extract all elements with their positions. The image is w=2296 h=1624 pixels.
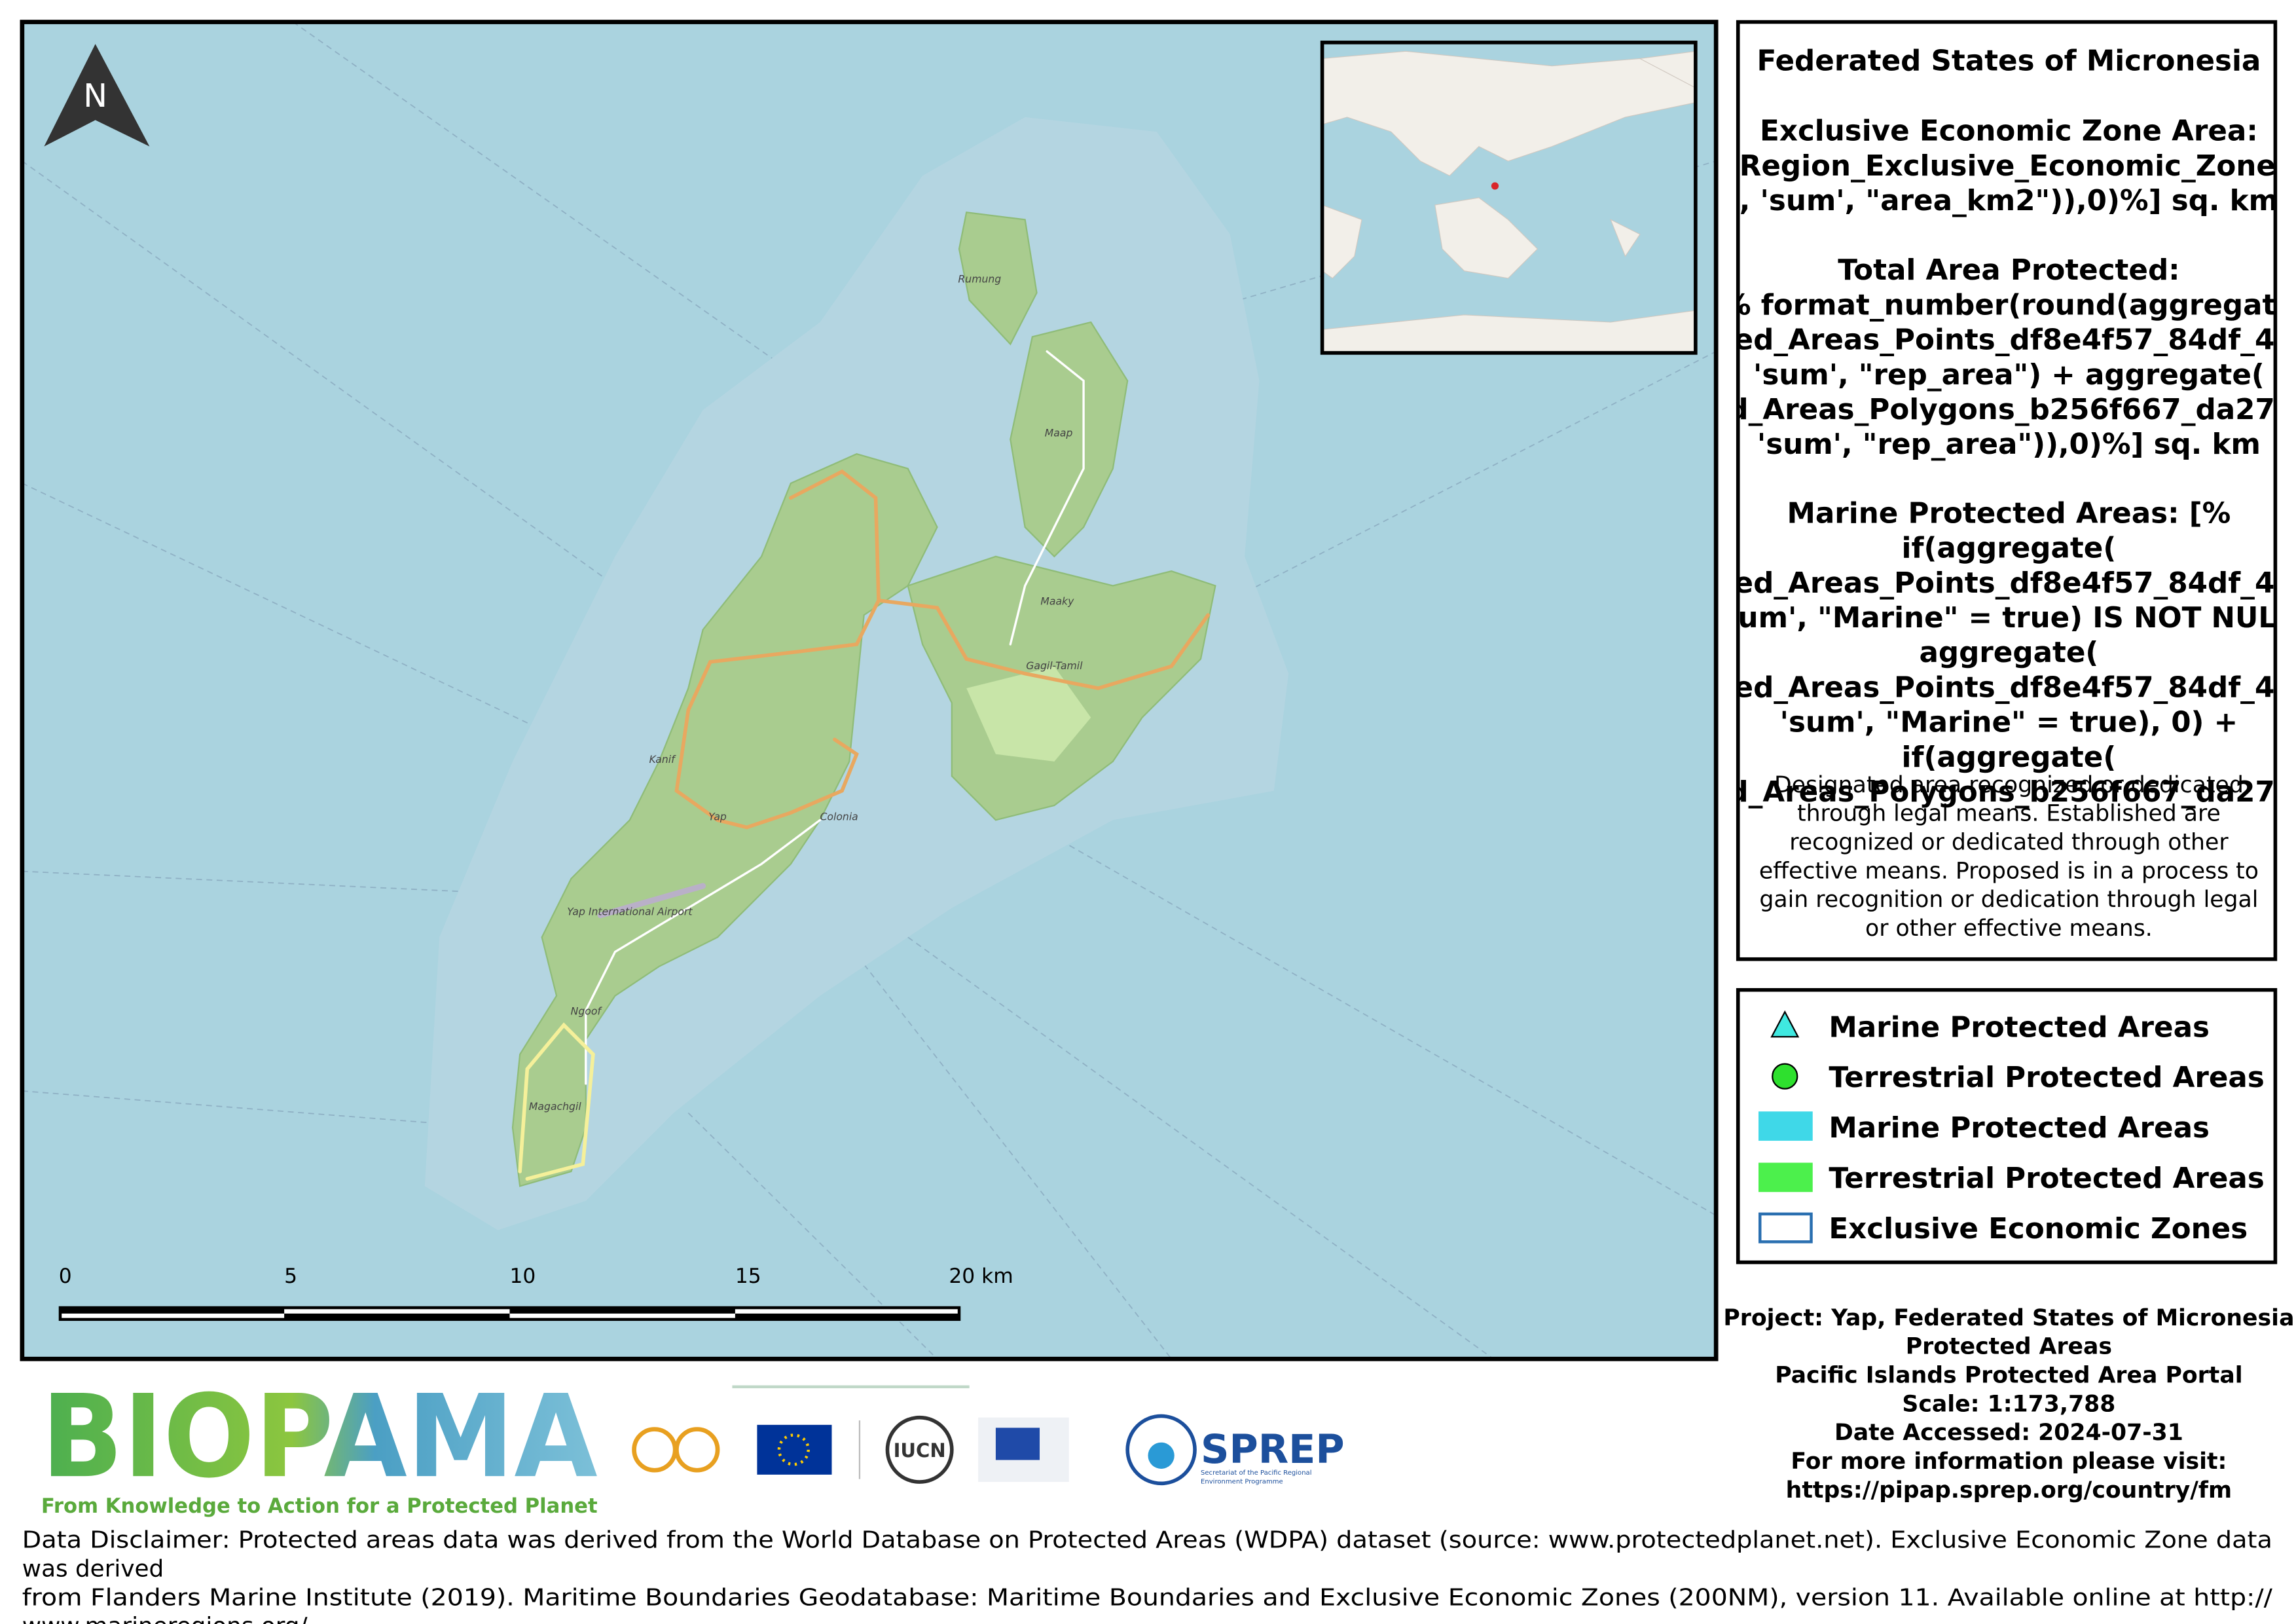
inset-land xyxy=(1322,50,1696,354)
disclaimer-line: from Flanders Marine Institute (2019). M… xyxy=(22,1584,2273,1611)
iucn-label: IUCN xyxy=(894,1439,946,1462)
grassland xyxy=(966,666,1091,762)
legend-label: Exclusive Economic Zones xyxy=(1829,1213,2248,1246)
place-labels: Rumung Maap Maaky Gagil-Tamil Yap Colonia Kani… xyxy=(529,273,1083,1113)
project-info: Project: Yap, Federated States of Micron… xyxy=(1723,1305,2294,1504)
panel-marine-line: Marine Protected Areas: [% xyxy=(1787,497,2231,530)
inset-frame xyxy=(1320,41,1698,355)
legend-symbol xyxy=(1772,1063,1798,1090)
inset-location xyxy=(1491,182,1499,190)
info-panel-text: Federated States of Micronesia Exclusive … xyxy=(1704,45,2296,942)
panel-marine-line: if(aggregate( xyxy=(1902,741,2117,774)
project-line: https://pipap.sprep.org/country/fm xyxy=(1786,1477,2232,1504)
panel-eez-line: _Region_Exclusive_Economic_Zones xyxy=(1725,150,2293,183)
panel-marine-line: 'sum', "Marine" = true), 0) + xyxy=(1780,707,2238,739)
legend-label: Terrestrial Protected Areas xyxy=(1829,1162,2264,1195)
scale-label: 10 xyxy=(509,1264,536,1288)
sprep-subtitle: Secretariat of the Pacific Regional xyxy=(1201,1469,1312,1477)
panel-total-line: 'sum', "rep_area")),0)%] sq. km xyxy=(1757,428,2261,461)
north-label: N xyxy=(83,77,107,115)
panel-title: Federated States of Micronesia xyxy=(1757,45,2261,77)
panel-note-line: recognized or dedicated through other xyxy=(1789,829,2229,855)
project-line: Date Accessed: 2024-07-31 xyxy=(1834,1420,2183,1446)
acp-logo xyxy=(632,1427,720,1473)
panel-marine-line: if(aggregate( xyxy=(1902,532,2117,565)
legend-labels: Marine Protected Areas Terrestrial Protec… xyxy=(1829,1011,2264,1246)
panel-marine-line: 'sum', "Marine" = true) IS NOT NULL, xyxy=(1712,602,2296,635)
legend-label: Terrestrial Protected Areas xyxy=(1829,1061,2264,1094)
place-label: Maap xyxy=(1045,426,1073,439)
panel-marine-line: ed_Areas_Polygons_b256f667_da27_4 xyxy=(1709,776,2296,809)
panel-total-line: [% format_number(round(aggregate( xyxy=(1709,289,2296,322)
project-line: For more information please visit: xyxy=(1791,1449,2227,1475)
panel-marine-line: cted_Areas_Points_df8e4f57_84df_483 xyxy=(1704,567,2296,600)
biopama-tagline: From Knowledge to Action for a Protected… xyxy=(41,1494,598,1518)
scale-label: 0 xyxy=(59,1264,72,1288)
inset-map xyxy=(1320,41,1698,355)
legend-symbol xyxy=(1770,1010,1800,1038)
place-label: Yap xyxy=(708,810,727,822)
panel-total-line: 'sum', "rep_area") + aggregate( xyxy=(1753,359,2265,392)
place-label: Ngoof xyxy=(571,1005,603,1018)
legend-symbol xyxy=(1758,1111,1813,1141)
panel-marine-line: aggregate( xyxy=(1919,637,2098,669)
panel-eez-line: Exclusive Economic Zone Area: xyxy=(1760,115,2258,148)
legend-symbol xyxy=(1758,1212,1813,1244)
place-label: Yap International Airport xyxy=(567,906,693,918)
panel-note-line: or other effective means. xyxy=(1865,915,2153,942)
map-frame xyxy=(20,20,1719,1361)
roads xyxy=(518,350,1210,1181)
eu-flag xyxy=(757,1424,832,1475)
iucn-logo xyxy=(885,1415,954,1484)
panel-eez-line: , 'sum', "area_km2")),0)%] sq. km xyxy=(1740,185,2278,217)
north-arrow xyxy=(44,44,150,147)
legend-symbol xyxy=(1758,1162,1813,1192)
ec-flag xyxy=(995,1428,1040,1460)
place-label: Rumung xyxy=(958,273,1001,286)
project-line: Pacific Islands Protected Area Portal xyxy=(1775,1362,2242,1388)
panel-total-line: cted_Areas_Points_df8e4f57_84df_483 xyxy=(1704,324,2296,357)
panel-note-line: Designated area recognized or dedicated xyxy=(1774,772,2244,798)
disclaimer-line: www.marineregions.org/ xyxy=(22,1613,308,1624)
panel-total-line: Total Area Protected: xyxy=(1838,254,2179,287)
panel-marine-line: cted_Areas_Points_df8e4f57_84df_483 xyxy=(1704,671,2296,704)
legend-label: Marine Protected Areas xyxy=(1829,1112,2210,1145)
panel-note-line: gain recognition or dedication through l… xyxy=(1759,887,2258,913)
panel-total-line: ed_Areas_Polygons_b256f667_da27_4 xyxy=(1709,394,2296,426)
place-label: Magachgil xyxy=(529,1100,581,1113)
scale-label: 20 km xyxy=(949,1264,1013,1288)
scale-label: 15 xyxy=(735,1264,761,1288)
legend-panel xyxy=(1736,987,2278,1264)
panel-note-line: effective means. Proposed is in a proces… xyxy=(1759,858,2259,884)
biopama-logo: BIOPAMA xyxy=(41,1371,598,1504)
sprep-subtitle: Environment Programme xyxy=(1201,1478,1283,1485)
project-line: Project: Yap, Federated States of Micron… xyxy=(1723,1305,2294,1331)
place-label: Gagil-Tamil xyxy=(1026,659,1083,672)
legend-label: Marine Protected Areas xyxy=(1829,1011,2210,1044)
disclaimer: Data Disclaimer: Protected areas data wa… xyxy=(22,1527,2273,1624)
disclaimer-line: was derived xyxy=(22,1556,164,1583)
sprep-emblem xyxy=(1148,1442,1175,1469)
project-line: Scale: 1:173,788 xyxy=(1902,1391,2115,1417)
sprep-logo xyxy=(1125,1414,1197,1486)
place-label: Maaky xyxy=(1040,595,1074,608)
place-label: Colonia xyxy=(820,810,858,822)
panel-note-line: through legal means. Established are xyxy=(1797,801,2221,827)
place-label: Kanif xyxy=(649,753,677,766)
disclaimer-line: Data Disclaimer: Protected areas data wa… xyxy=(22,1527,2272,1554)
sprep-label: SPREP xyxy=(1201,1427,1345,1473)
info-panel xyxy=(1736,20,2278,961)
project-line: Protected Areas xyxy=(1906,1334,2112,1360)
scale-bar-segments xyxy=(62,1309,958,1318)
scale-label: 5 xyxy=(284,1264,297,1288)
eu-stars xyxy=(777,1433,810,1466)
scale-labels: 0 5 10 15 20 km xyxy=(59,1264,1013,1288)
